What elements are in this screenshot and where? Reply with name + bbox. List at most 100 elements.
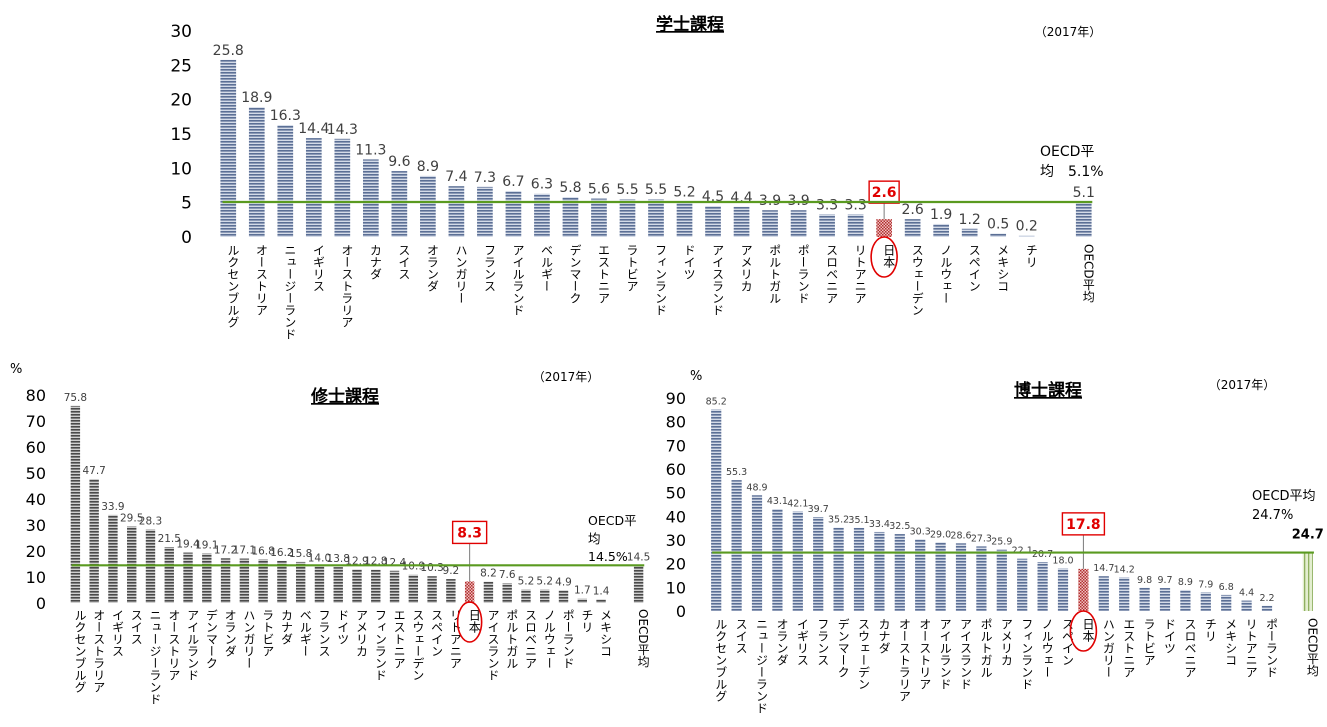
bar <box>894 534 905 611</box>
category-label: 日本 <box>882 244 896 269</box>
category-label: デンマーク <box>836 618 850 678</box>
category-label: ポーランド <box>1265 618 1279 678</box>
japan-value-label: 8.3 <box>457 525 482 541</box>
data-label: 5.6 <box>588 182 610 198</box>
bar <box>521 589 531 603</box>
bar <box>591 198 607 237</box>
bar <box>955 543 967 611</box>
bar <box>305 138 322 237</box>
data-label: 1.7 <box>574 585 591 597</box>
category-label: スロベニア <box>524 609 538 669</box>
data-label: 5.8 <box>559 180 581 196</box>
data-label: 22.1 <box>1012 546 1033 557</box>
data-label: 5.2 <box>518 575 535 587</box>
bar <box>89 478 99 603</box>
data-label: 14.2 <box>1114 564 1135 575</box>
category-label: スイス <box>397 244 411 280</box>
bar <box>558 590 569 603</box>
data-label: 33.4 <box>869 519 890 530</box>
bar <box>853 527 865 611</box>
y-tick-label: 20 <box>666 555 686 574</box>
category-label: メキシコ <box>1224 618 1238 666</box>
bar <box>1139 587 1150 611</box>
data-label: 35.2 <box>828 515 849 526</box>
category-label: ベルギー <box>298 609 312 657</box>
bar <box>183 552 193 603</box>
year-note: （2017年） <box>533 370 600 384</box>
data-label: 55.3 <box>726 467 747 478</box>
bar <box>446 579 456 603</box>
category-label: フィンランド <box>1020 618 1034 690</box>
category-label: アイスランド <box>486 609 500 681</box>
data-label: 5.2 <box>673 184 695 200</box>
data-label: 9.2 <box>443 565 460 577</box>
bar <box>772 508 783 611</box>
unit-label: % <box>690 369 702 384</box>
bar <box>990 233 1007 237</box>
category-label: オーストリア <box>167 609 181 681</box>
bar <box>1302 552 1313 611</box>
y-tick-label: 0 <box>36 594 46 613</box>
category-label: リトアニア <box>1244 618 1258 678</box>
category-label: スイス <box>129 609 143 645</box>
bar <box>391 171 408 237</box>
category-label: アメリカ <box>999 618 1013 666</box>
category-label: ルクセンブルグ <box>226 244 240 328</box>
y-tick-label: 30 <box>170 22 192 42</box>
data-label: 1.4 <box>593 585 610 597</box>
category-label: アイスランド <box>959 618 973 690</box>
category-label: ハンガリー <box>454 244 468 304</box>
data-label: 39.7 <box>808 504 829 515</box>
data-label: 16.8 <box>251 545 274 557</box>
category-label: デンマーク <box>568 244 582 304</box>
bar <box>762 210 778 237</box>
data-label: 18.9 <box>241 90 272 106</box>
y-tick-label: 30 <box>666 531 686 550</box>
category-label: ニュージーランド <box>148 609 162 705</box>
bar <box>1241 600 1252 611</box>
data-label: 28.3 <box>139 515 162 527</box>
category-label: OECD平均 <box>636 609 650 668</box>
y-tick-label: 0 <box>676 602 686 621</box>
bar <box>277 560 287 603</box>
bar <box>334 138 351 237</box>
y-tick-label: 60 <box>666 460 686 479</box>
y-tick-label: 10 <box>26 568 46 587</box>
data-label: 7.3 <box>474 170 496 186</box>
bar <box>1119 577 1130 611</box>
y-tick-label: 15 <box>170 125 192 145</box>
oecd-average-text: OECD平均 <box>1252 489 1316 504</box>
data-label: 2.2 <box>1259 593 1274 604</box>
bar <box>915 539 926 611</box>
data-label: 3.3 <box>844 197 866 213</box>
bar <box>596 599 606 603</box>
bachelor-chart: 0 5 10 15 20 25 30 学士課程 （2017年） 25.8 ルクセンブルグ 18.9 オー… <box>170 14 1103 340</box>
category-label: スペイン <box>967 244 981 292</box>
category-label: カナダ <box>877 618 891 654</box>
bar <box>733 206 750 237</box>
category-label: ラトビア <box>1142 618 1156 666</box>
y-tick-label: 90 <box>666 389 686 408</box>
data-label: 14.0 <box>308 553 331 565</box>
category-label: スウェーデン <box>910 244 924 316</box>
data-label: 33.9 <box>101 501 124 513</box>
y-tick-label: 50 <box>26 464 46 483</box>
data-label: 27.3 <box>971 533 992 544</box>
category-label: フランス <box>816 618 830 666</box>
bar <box>248 107 265 237</box>
oecd-average-text: 均 5.1% <box>1040 164 1104 180</box>
data-label: 2.6 <box>902 202 924 218</box>
data-label: 9.7 <box>1157 575 1172 586</box>
bar <box>108 514 118 603</box>
bar <box>619 199 636 237</box>
bar <box>1017 558 1028 611</box>
category-label: ノルウェー <box>939 244 953 304</box>
category-label: アイルランド <box>186 609 200 681</box>
data-label: 5.1 <box>1073 185 1095 201</box>
category-label: スウェーデン <box>411 609 425 681</box>
japan-value-label: 17.8 <box>1066 517 1101 533</box>
data-label: 11.3 <box>355 142 386 158</box>
data-label: 85.2 <box>706 396 727 407</box>
data-label: 42.1 <box>787 498 808 509</box>
category-label: エストニア <box>1122 618 1136 678</box>
